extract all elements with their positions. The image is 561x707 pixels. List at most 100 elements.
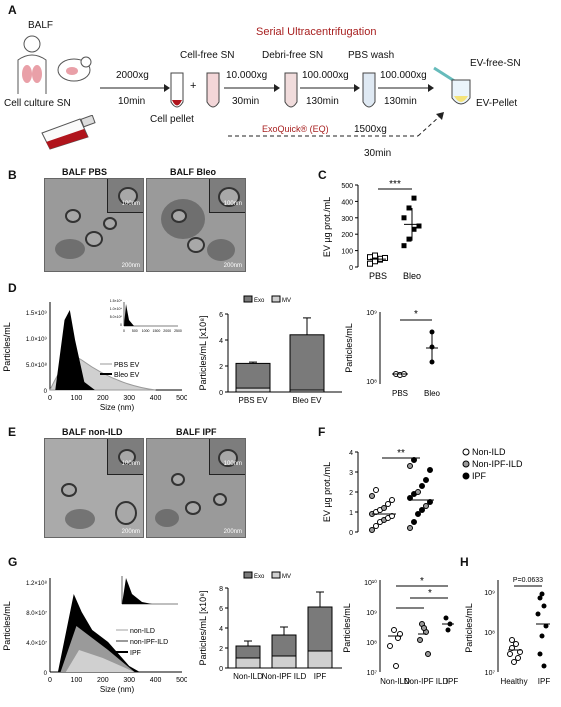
scale-bar: 200nm (121, 529, 140, 535)
data-point (391, 627, 397, 633)
x-tick-label: IPF (314, 672, 327, 681)
time4: 130min (384, 96, 417, 107)
y-tick-label: 500 (341, 183, 353, 190)
exoquick-label: ExoQuick® (EQ) (262, 124, 329, 134)
y-tick-label: 100 (341, 249, 353, 256)
bar-mv (307, 650, 333, 669)
tube-pellet-icon (170, 72, 184, 108)
scale-bar: 200nm (223, 263, 242, 269)
data-point (401, 215, 407, 221)
cell-free-sn-label: Cell-free SN (180, 50, 235, 61)
data-point (411, 519, 417, 525)
y-axis-label: Particles/mL (2, 601, 12, 651)
x-axis-label: Size (nm) (100, 403, 135, 412)
data-point (537, 651, 543, 657)
legend-label: IPF (130, 650, 141, 657)
data-point (425, 651, 431, 657)
inset-background (122, 298, 178, 332)
data-point (421, 625, 427, 631)
series-bleo-ev (55, 310, 95, 390)
y-tick-label: 10⁸ (484, 630, 495, 637)
data-point (389, 497, 395, 503)
data-point (419, 483, 425, 489)
y-axis-label: Particles/mL [x10⁸] (198, 316, 208, 391)
tube-cell-free-icon (206, 72, 220, 108)
x-tick-label: PBS (369, 271, 387, 281)
y-axis-label: EV µg prot./mL (322, 197, 332, 257)
data-point (407, 525, 413, 531)
y-tick-label: 10⁷ (367, 670, 378, 677)
inset-magnified (208, 439, 245, 476)
x-tick-label: PBS (392, 389, 408, 398)
y-tick-label: 8 (219, 586, 223, 593)
y-axis-label: Particles/mL (344, 323, 354, 373)
inset-scale: 100nm (121, 201, 140, 207)
panel-label-h: H (460, 555, 469, 569)
x-tick-label: Bleo (403, 271, 421, 281)
data-point (406, 236, 412, 242)
x-tick-label: 100 (71, 677, 83, 684)
data-point (373, 523, 379, 529)
inset-magnified (106, 179, 143, 214)
data-point (407, 463, 413, 469)
legend-swatch (271, 295, 281, 303)
bar-mv (235, 657, 261, 669)
significance-label: *** (389, 179, 401, 190)
data-point (509, 637, 515, 643)
legend-swatch (243, 571, 253, 579)
chart-f: 0 1 2 3 4 EV µg prot./mL ** Non-ILD Non-IPF-ILD I… (322, 447, 523, 537)
legend-marker (462, 448, 470, 456)
y-tick-label: 4.0×10⁷ (26, 640, 47, 647)
panel-label-c: C (318, 168, 327, 182)
arrow-4 (378, 84, 434, 92)
data-point (367, 260, 373, 267)
panel-label-e: E (8, 425, 17, 439)
data-point (543, 623, 549, 629)
pipette-tube-icon (433, 66, 471, 105)
legend-swatch (271, 571, 281, 579)
x-tick-label: Non-ILD (233, 672, 263, 681)
legend-label: PBS EV (114, 362, 140, 369)
data-point (406, 205, 412, 211)
arrow-1 (100, 84, 170, 92)
y-tick-label: 1.5×10⁹ (26, 310, 48, 317)
data-point (507, 651, 513, 657)
y-tick-label: 2 (219, 364, 223, 371)
x-tick-label: Non-IPF ILD (404, 677, 449, 686)
scale-bar: 200nm (223, 529, 242, 535)
y-tick-label: 4 (349, 450, 353, 457)
y-tick-label: 2 (349, 490, 353, 497)
micrograph-title: BALF IPF (176, 427, 217, 437)
culture-flask-icon (41, 115, 96, 150)
y-tick-label: 10⁹ (366, 310, 377, 317)
x-tick-label: Bleo (424, 389, 441, 398)
data-point (513, 641, 519, 647)
balf-label: BALF (28, 20, 54, 31)
bar-exo (235, 362, 271, 393)
data-point (423, 477, 429, 483)
y-tick-label: 0 (349, 265, 353, 272)
legend-label: MV (282, 298, 291, 304)
inset-x-tick: 500 (132, 329, 138, 333)
cell-pellet-label: Cell pellet (150, 114, 194, 125)
ev-pellet-label: EV-Pellet (476, 98, 518, 109)
data-point (443, 615, 449, 621)
x-tick-label: 200 (97, 677, 109, 684)
arrow-3 (300, 84, 360, 92)
data-point (411, 195, 417, 201)
micrograph-title: BALF PBS (62, 167, 107, 177)
micrograph-title: BALF Bleo (170, 167, 216, 177)
data-point (537, 595, 543, 601)
data-point (416, 223, 422, 229)
chart-d-bar: 0 2 4 6 Particles/mL [x10⁸] PBS EV Bleo EV Exo M… (198, 295, 342, 405)
data-point (535, 611, 541, 617)
y-tick-label: 10⁹ (366, 610, 377, 617)
data-point (373, 487, 379, 493)
inset-x-tick: 2500 (174, 329, 182, 333)
inset-series (122, 578, 152, 604)
legend-marker (462, 472, 470, 480)
legend-marker (462, 460, 470, 468)
y-tick-label: 400 (341, 199, 353, 206)
y-tick-label: 5.0×10⁸ (26, 362, 48, 369)
significance-label: * (414, 309, 418, 320)
